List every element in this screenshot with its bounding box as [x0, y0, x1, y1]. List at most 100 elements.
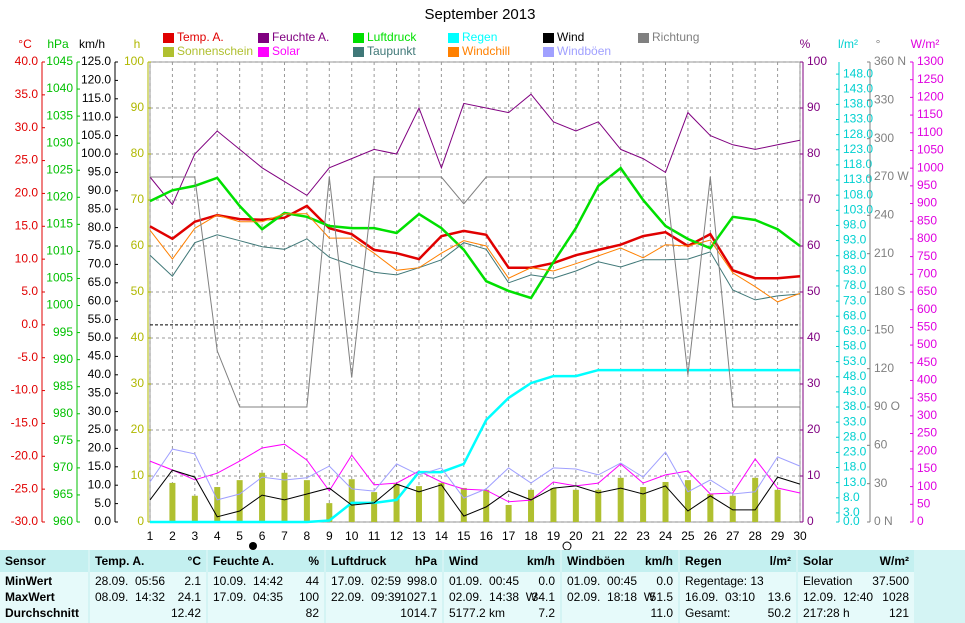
y-tick-label: 80.0 — [88, 220, 112, 234]
x-tick-label: 26 — [704, 529, 718, 543]
y-tick-label: 210 — [874, 246, 894, 260]
x-tick-label: 13 — [412, 529, 426, 543]
y-tick-label: 30.0 — [15, 120, 39, 134]
table-header — [680, 550, 796, 572]
y-tick-label: 28.0 — [843, 429, 867, 443]
y-tick-label: 53.0 — [843, 354, 867, 368]
y-tick-label: 650 — [917, 284, 937, 298]
cell-text: Elevation — [803, 574, 853, 588]
series-line — [149, 443, 801, 503]
y-tick-label: 80 — [807, 146, 821, 160]
y-tick-label: 3.0 — [843, 505, 860, 519]
y-tick-label: 15.0 — [15, 218, 39, 232]
legend-swatch — [448, 47, 459, 57]
y-tick-label: 1050 — [917, 143, 944, 157]
y-tick-label: 180 S — [874, 284, 905, 298]
cell-value: 24.1 — [177, 590, 201, 604]
x-tick-label: 2 — [169, 529, 176, 543]
cell-text: 22.09. 09:39 — [331, 590, 402, 604]
y-tick-label: 70.0 — [88, 257, 112, 271]
y-tick-label: 128.0 — [843, 127, 873, 141]
x-tick-label: 10 — [345, 529, 359, 543]
cell-value: 998.0 — [406, 574, 437, 588]
series-line — [150, 368, 800, 524]
y-tick-label: 60 — [874, 438, 888, 452]
y-tick-label: 35.0 — [15, 87, 39, 101]
y-tick-label: 50 — [807, 284, 821, 298]
y-tick-label: 350 — [917, 390, 937, 404]
cell-text: 01.09. 00:45 — [567, 574, 638, 588]
table-header — [326, 550, 442, 572]
legend-label: Windchill — [462, 44, 510, 58]
y-tick-label: 100 — [917, 479, 937, 493]
y-tick-label: 1010 — [46, 244, 73, 258]
y-tick-label: 60 — [807, 238, 821, 252]
cell-text: 01.09. 00:45 — [449, 574, 520, 588]
y-tick-label: 985 — [53, 379, 73, 393]
column-title: Wind — [449, 554, 479, 568]
legend-swatch — [258, 33, 269, 43]
y-tick-label: 55.0 — [88, 312, 112, 326]
y-tick-label: 20 — [131, 422, 145, 436]
x-tick-label: 8 — [304, 529, 311, 543]
cell-value: 1028 — [882, 590, 909, 604]
row-label: MaxWert — [5, 590, 55, 604]
y-tick-label: 10.0 — [15, 251, 39, 265]
y-tick-label: 98.0 — [843, 218, 867, 232]
x-tick-label: 25 — [681, 529, 695, 543]
y-tick-label: 20 — [807, 422, 821, 436]
y-tick-label: 250 — [917, 426, 937, 440]
y-tick-label: 13.0 — [843, 475, 867, 489]
bar — [348, 479, 355, 522]
y-tick-label: 120.0 — [81, 73, 111, 87]
moon-full — [562, 541, 572, 550]
y-tick-label: 138.0 — [843, 97, 873, 111]
cell-text: 02.09. 14:38 W — [449, 590, 538, 604]
y-tick-label: 80 — [131, 146, 145, 160]
column-title: Temp. A. — [95, 554, 145, 568]
y-tick-label: 43.0 — [843, 384, 867, 398]
y-tick-label: -10.0 — [11, 383, 39, 397]
y-tick-label: 1015 — [46, 217, 73, 231]
cell-text: 17.09. 04:35 — [213, 590, 284, 604]
axis-unit: km/h — [79, 37, 105, 51]
bar — [528, 489, 535, 522]
y-tick-label: 133.0 — [843, 112, 873, 126]
legend-swatch — [163, 47, 174, 57]
y-tick-label: 750 — [917, 249, 937, 263]
y-tick-label: 30 — [874, 476, 888, 490]
bar — [169, 482, 176, 522]
y-tick-label: 20.0 — [15, 186, 39, 200]
cell-text: 10.09. 14:42 — [213, 574, 284, 588]
y-tick-label: 400 — [917, 373, 937, 387]
y-tick-label: 995 — [53, 325, 73, 339]
x-tick-label: 27 — [726, 529, 740, 543]
cell-text: 28.09. 05:56 — [95, 574, 166, 588]
x-tick-label: 12 — [390, 529, 404, 543]
y-tick-label: 360 N — [874, 54, 906, 68]
cell-text: Regentage: 13 — [685, 574, 764, 588]
y-tick-label: 10 — [807, 468, 821, 482]
column-title: Solar — [803, 554, 834, 568]
column-title: Windböen — [567, 554, 625, 568]
y-tick-label: 600 — [917, 302, 937, 316]
legend-label: Temp. A. — [177, 30, 224, 44]
legend-label: Windböen — [557, 44, 611, 58]
y-tick-label: 1200 — [917, 90, 944, 104]
x-tick-label: 18 — [524, 529, 538, 543]
y-tick-label: 103.0 — [843, 202, 873, 216]
cell-value: 2.1 — [184, 574, 201, 588]
cell-text: Gesamt: — [685, 606, 731, 620]
y-tick-label: -5.0 — [17, 350, 38, 364]
y-tick-label: 58.0 — [843, 339, 867, 353]
x-tick-label: 11 — [368, 529, 381, 543]
y-tick-label: 330 — [874, 93, 894, 107]
axis-unit: l/m² — [838, 37, 858, 51]
y-tick-label: 90 — [131, 100, 145, 114]
y-tick-label: 70 — [131, 192, 145, 206]
x-tick-label: 17 — [502, 529, 516, 543]
legend-label: Richtung — [652, 30, 699, 44]
y-tick-label: 65.0 — [88, 275, 112, 289]
y-tick-label: 45.0 — [88, 349, 112, 363]
cell-value: 100 — [298, 590, 319, 604]
